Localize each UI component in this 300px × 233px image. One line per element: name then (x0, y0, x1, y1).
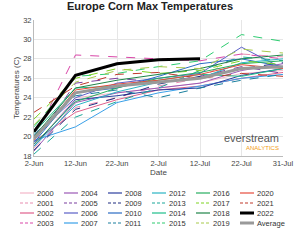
svg-text:Temperatures (C): Temperatures (C) (12, 57, 21, 120)
svg-text:30: 30 (23, 35, 31, 44)
svg-text:22-Jul: 22-Jul (231, 159, 252, 168)
html-text:2003: 2003 (37, 218, 54, 228)
html-text:2000: 2000 (37, 188, 54, 198)
html-text:2015: 2015 (169, 218, 186, 228)
svg-text:Europe Corn Max Temperatures: Europe Corn Max Temperatures (67, 0, 233, 12)
html-text:2014: 2014 (169, 208, 186, 218)
html-text:2006: 2006 (81, 208, 98, 218)
html-text:2005: 2005 (81, 198, 98, 208)
svg-text:22-Jun: 22-Jun (106, 159, 129, 168)
svg-text:28: 28 (23, 54, 31, 63)
html-text:2019: 2019 (213, 218, 230, 228)
html-text:2012: 2012 (169, 188, 186, 198)
svg-text:2-Jul: 2-Jul (150, 159, 167, 168)
html-text:2020: 2020 (257, 188, 274, 198)
svg-text:24: 24 (23, 93, 31, 102)
svg-text:18: 18 (23, 152, 31, 161)
svg-text:22: 22 (23, 113, 31, 122)
html-text:2010: 2010 (125, 208, 142, 218)
html-text:2002: 2002 (37, 208, 54, 218)
html-text:2001: 2001 (37, 198, 54, 208)
html-text:2011: 2011 (125, 218, 142, 228)
html-text:2009: 2009 (125, 198, 142, 208)
svg-text:31-Jul: 31-Jul (273, 159, 294, 168)
svg-text:32: 32 (23, 16, 31, 25)
svg-text:20: 20 (23, 132, 31, 141)
html-text:2021: 2021 (257, 198, 274, 208)
svg-text:2-Jun: 2-Jun (25, 159, 44, 168)
svg-text:everstream: everstream (224, 132, 279, 144)
html-text:2004: 2004 (81, 188, 98, 198)
html-text:2018: 2018 (213, 208, 230, 218)
html-text:2022: 2022 (257, 208, 274, 218)
html-text:2007: 2007 (81, 218, 98, 228)
html-text:2016: 2016 (213, 188, 230, 198)
html-text:2008: 2008 (125, 188, 142, 198)
svg-text:12-Jun: 12-Jun (64, 159, 87, 168)
svg-text:ANALYTICS: ANALYTICS (246, 145, 279, 151)
html-text:2017: 2017 (213, 198, 230, 208)
svg-text:26: 26 (23, 74, 31, 83)
svg-text:Date: Date (150, 168, 167, 177)
svg-text:12-Jul: 12-Jul (190, 159, 211, 168)
html-text:Average: Average (257, 218, 285, 228)
html-text:2013: 2013 (169, 198, 186, 208)
